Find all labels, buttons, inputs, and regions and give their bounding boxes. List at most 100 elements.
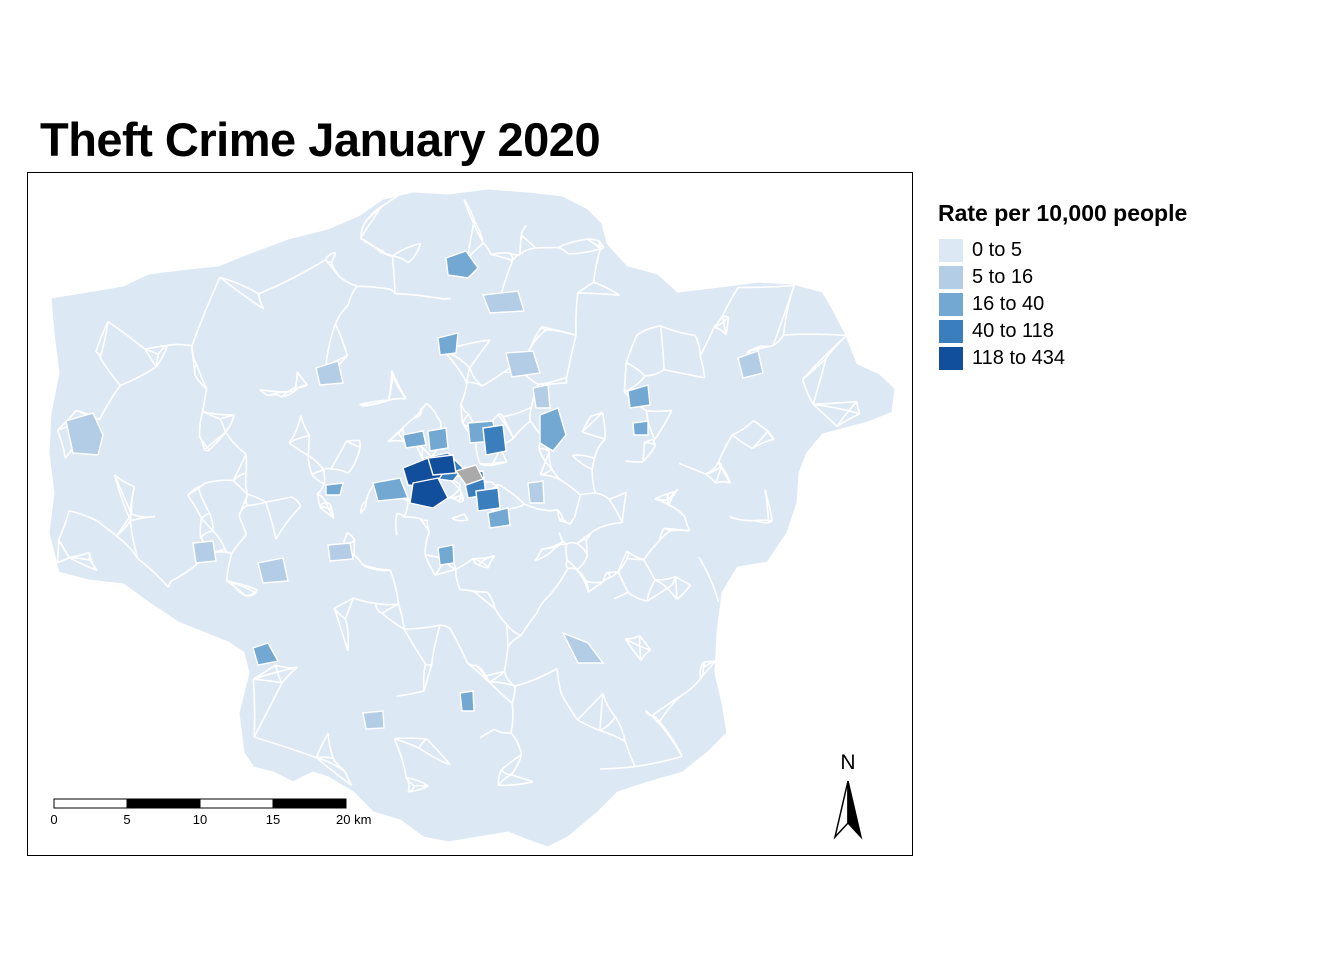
ward-boundary-line — [424, 554, 436, 576]
ward-boundary-line — [523, 503, 548, 512]
ward-boundary-line — [624, 375, 646, 393]
ward-boundary-line — [676, 584, 692, 600]
ward-boundary-line — [638, 635, 642, 661]
ward-boundary-line — [576, 555, 589, 571]
ward-boundary-line — [346, 440, 361, 448]
ward-boundary-line — [390, 370, 407, 400]
ward-boundary-line — [253, 736, 317, 759]
ward-boundary-line — [636, 325, 661, 336]
ward-boundary-line — [253, 678, 283, 684]
ward-boundary-line — [258, 259, 326, 295]
ward-boundary-line — [275, 505, 302, 540]
legend-title: Rate per 10,000 people — [938, 200, 1188, 226]
ward-boundary-line — [623, 362, 627, 392]
ward-boundary-line — [512, 420, 531, 439]
ward-rate-16-40 — [427, 427, 449, 452]
ward-boundary-line — [519, 612, 538, 637]
ward-boundary-line — [344, 618, 350, 651]
ward-boundary-line — [802, 334, 848, 380]
ward-rate-40-118 — [482, 424, 507, 456]
ward-boundary-line — [558, 532, 564, 542]
ward-boundary-line — [232, 453, 247, 481]
ward-boundary-line — [519, 247, 536, 256]
ward-boundary-line — [643, 559, 656, 581]
ward-rate-16-40 — [459, 690, 475, 712]
ward-boundary-line — [602, 693, 617, 718]
ward-boundary-line — [641, 442, 646, 462]
ward-boundary-line — [565, 335, 577, 378]
ward-boundary-line — [68, 556, 98, 572]
ward-boundary-line — [614, 716, 626, 742]
ward-boundary-line — [608, 491, 627, 501]
ward-boundary-line — [252, 679, 256, 738]
ward-boundary-line — [426, 738, 451, 766]
ward-boundary-line — [99, 357, 121, 386]
ward-boundary-line — [346, 532, 356, 541]
ward-boundary-line — [107, 320, 146, 350]
ward-boundary-line — [290, 496, 302, 507]
legend-label: 0 to 5 — [972, 239, 1023, 261]
ward-boundary-line — [195, 363, 208, 390]
ward-boundary-line — [654, 575, 676, 581]
ward-boundary-line — [330, 468, 349, 474]
ward-boundary-line — [489, 681, 516, 687]
ward-boundary-line — [418, 747, 451, 766]
ward-boundary-line — [155, 345, 169, 368]
ward-boundary-line — [347, 447, 361, 474]
ward-boundary-line — [353, 597, 376, 604]
ward-boundary-line — [554, 543, 567, 549]
ward-boundary-line — [120, 366, 157, 387]
ward-boundary-line — [510, 732, 523, 756]
ward-boundary-line — [404, 624, 441, 631]
ward-rate-16-40 — [325, 482, 344, 496]
ward-boundary-line — [812, 403, 838, 428]
ward-boundary-line — [717, 434, 733, 463]
ward-boundary-line — [451, 513, 466, 520]
ward-boundary-line — [324, 251, 336, 261]
ward-boundary-line — [474, 591, 496, 610]
ward-boundary-line — [359, 219, 368, 239]
ward-boundary-line — [494, 728, 511, 734]
ward-boundary-line — [576, 538, 587, 545]
ward-boundary-line — [565, 544, 568, 561]
ward-boundary-line — [98, 384, 121, 421]
ward-boundary-line — [281, 666, 298, 684]
ward-boundary-line — [258, 293, 265, 310]
ward-boundary-line — [208, 512, 214, 531]
highlighted-wards — [65, 250, 764, 730]
ward-boundary-line — [679, 678, 702, 698]
ward-boundary-line — [394, 737, 427, 740]
ward-boundary-line — [191, 345, 196, 376]
ward-boundary-line — [56, 539, 60, 563]
legend-label: 118 to 434 — [972, 347, 1066, 369]
ward-boundary-line — [137, 557, 170, 588]
ward-boundary-line — [396, 690, 425, 697]
ward-boundary-line — [801, 379, 814, 405]
ward-boundary-line — [167, 343, 193, 347]
ward-boundary-line — [230, 581, 246, 597]
ward-boundary-line — [567, 567, 578, 571]
ward-rate-5-16 — [65, 412, 104, 456]
ward-boundary-line — [330, 252, 337, 263]
ward-boundary-line — [699, 355, 706, 378]
ward-boundary-line — [194, 374, 208, 390]
ward-boundary-line — [488, 681, 513, 705]
ward-boundary-line — [501, 754, 522, 771]
ward-boundary-line — [572, 454, 595, 459]
ward-boundary-line — [520, 234, 537, 249]
ward-boundary-line — [510, 754, 523, 776]
ward-boundary-line — [191, 277, 221, 346]
ward-boundary-line — [654, 498, 670, 506]
ward-boundary-line — [528, 407, 533, 422]
ward-boundary-line — [581, 431, 606, 440]
ward-boundary-line — [520, 224, 527, 236]
ward-no-data — [454, 464, 484, 486]
ward-boundary-line — [613, 591, 629, 600]
ward-boundary-line — [424, 531, 431, 555]
ward-boundary-line — [602, 572, 608, 583]
ward-boundary-line — [418, 738, 428, 749]
ward-boundary-line — [68, 510, 98, 522]
ward-boundary-line — [621, 492, 627, 523]
ward-boundary-line — [259, 388, 295, 393]
ward-boundary-line — [421, 402, 428, 410]
